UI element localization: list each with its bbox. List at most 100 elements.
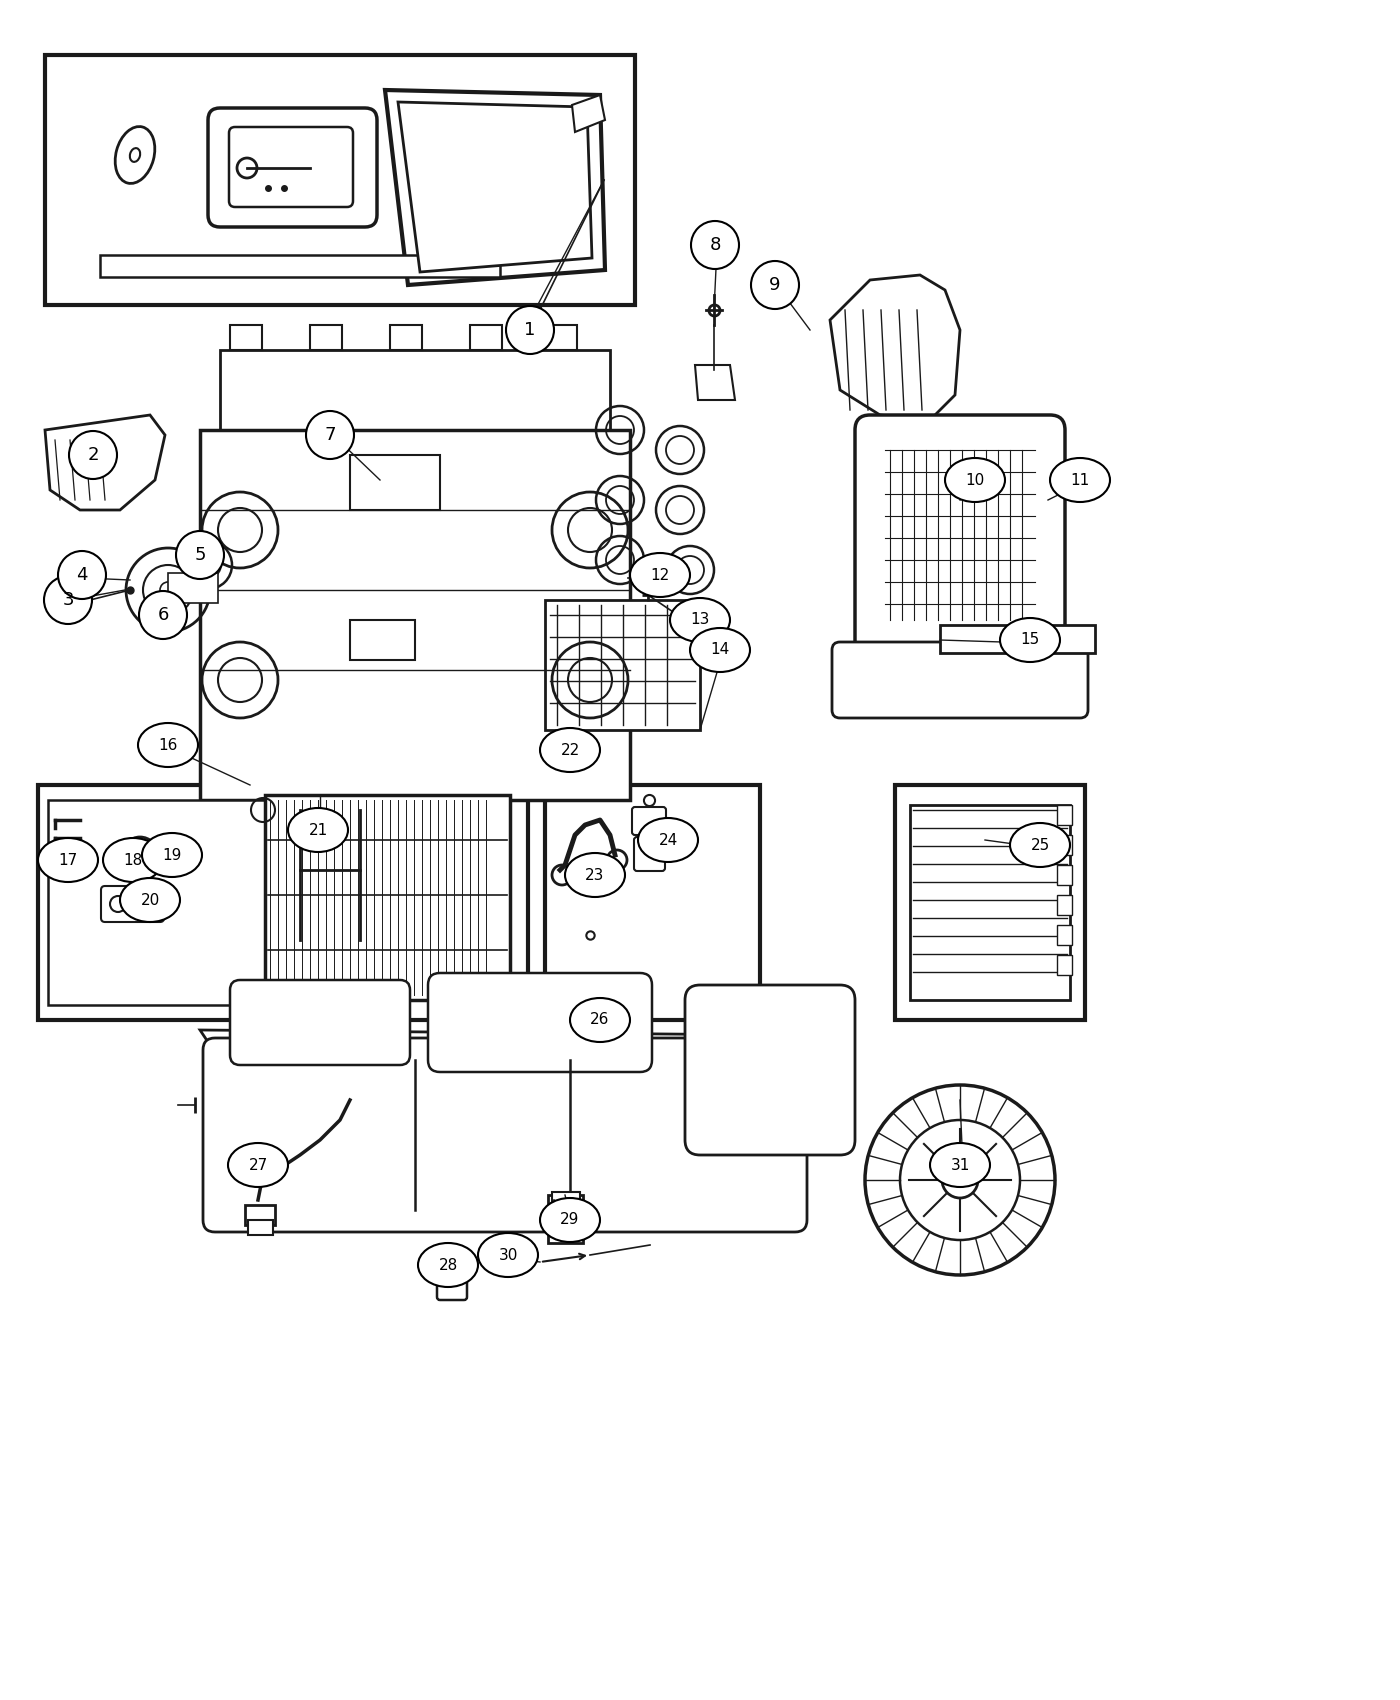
Polygon shape	[45, 415, 165, 510]
Ellipse shape	[288, 808, 349, 852]
Ellipse shape	[630, 552, 690, 597]
Bar	[350, 456, 440, 510]
FancyBboxPatch shape	[428, 972, 652, 1073]
Ellipse shape	[671, 598, 729, 643]
Ellipse shape	[419, 1243, 477, 1287]
Circle shape	[505, 306, 554, 354]
Bar	[99, 255, 500, 277]
Ellipse shape	[566, 853, 624, 898]
Ellipse shape	[228, 1142, 288, 1187]
Text: 4: 4	[76, 566, 88, 585]
Bar	[265, 796, 510, 1000]
Bar	[545, 785, 760, 1020]
Polygon shape	[385, 90, 605, 286]
Ellipse shape	[540, 1198, 601, 1243]
Text: 26: 26	[591, 1013, 609, 1027]
Text: 17: 17	[59, 852, 77, 867]
Bar	[910, 806, 1070, 1000]
Text: 23: 23	[585, 867, 605, 882]
Ellipse shape	[690, 627, 750, 672]
Text: 24: 24	[658, 833, 678, 848]
Ellipse shape	[540, 728, 601, 772]
Bar	[552, 1192, 580, 1204]
FancyBboxPatch shape	[685, 984, 855, 1154]
Bar	[230, 325, 262, 350]
Bar	[168, 573, 218, 604]
Bar	[1057, 835, 1072, 855]
Text: 7: 7	[325, 427, 336, 444]
Bar	[1057, 865, 1072, 886]
Text: 8: 8	[710, 236, 721, 253]
Text: 1: 1	[525, 321, 536, 338]
Bar	[220, 350, 610, 430]
Circle shape	[69, 432, 118, 479]
Circle shape	[43, 576, 92, 624]
Bar	[200, 430, 630, 801]
Ellipse shape	[930, 1142, 990, 1187]
Bar	[547, 1195, 582, 1243]
Ellipse shape	[120, 877, 181, 921]
Bar	[895, 785, 1085, 1020]
Text: 5: 5	[195, 546, 206, 564]
Bar	[391, 325, 421, 350]
Bar	[309, 325, 342, 350]
Polygon shape	[398, 102, 592, 272]
Bar	[1057, 955, 1072, 976]
FancyBboxPatch shape	[631, 808, 666, 835]
Circle shape	[942, 1163, 979, 1198]
Text: 20: 20	[140, 892, 160, 908]
Bar	[545, 600, 700, 729]
Text: 9: 9	[769, 275, 781, 294]
Ellipse shape	[1050, 457, 1110, 501]
Text: 21: 21	[308, 823, 328, 838]
Text: 19: 19	[162, 848, 182, 862]
FancyBboxPatch shape	[832, 643, 1088, 717]
FancyBboxPatch shape	[634, 836, 665, 870]
Ellipse shape	[1000, 619, 1060, 661]
Text: 25: 25	[1030, 838, 1050, 852]
FancyBboxPatch shape	[230, 979, 410, 1064]
Text: 2: 2	[87, 445, 99, 464]
Circle shape	[57, 551, 106, 598]
Bar	[162, 845, 190, 867]
Ellipse shape	[104, 838, 162, 882]
Bar	[1057, 806, 1072, 824]
Bar	[939, 626, 1095, 653]
Bar	[545, 325, 577, 350]
Text: 29: 29	[560, 1212, 580, 1227]
Polygon shape	[694, 366, 735, 400]
Text: 14: 14	[710, 643, 729, 658]
Bar	[470, 325, 503, 350]
Bar	[48, 801, 283, 1005]
Text: 10: 10	[966, 473, 984, 488]
Ellipse shape	[638, 818, 699, 862]
Circle shape	[139, 592, 188, 639]
Ellipse shape	[38, 838, 98, 882]
Text: 11: 11	[1071, 473, 1089, 488]
Text: 15: 15	[1021, 632, 1040, 648]
Ellipse shape	[1009, 823, 1070, 867]
Text: 3: 3	[62, 592, 74, 609]
FancyBboxPatch shape	[230, 128, 353, 207]
FancyBboxPatch shape	[855, 415, 1065, 654]
Bar	[350, 620, 414, 660]
Polygon shape	[830, 275, 960, 420]
FancyBboxPatch shape	[203, 1039, 806, 1232]
Bar	[38, 785, 528, 1020]
Bar	[248, 1221, 273, 1234]
Circle shape	[692, 221, 739, 269]
Circle shape	[307, 411, 354, 459]
Text: 27: 27	[248, 1158, 267, 1173]
Ellipse shape	[141, 833, 202, 877]
Circle shape	[176, 530, 224, 580]
Circle shape	[750, 262, 799, 309]
Text: 12: 12	[651, 568, 669, 583]
Text: 16: 16	[158, 738, 178, 753]
Bar	[1057, 925, 1072, 945]
Polygon shape	[200, 1030, 811, 1115]
FancyBboxPatch shape	[101, 886, 164, 921]
FancyBboxPatch shape	[437, 1251, 468, 1300]
Text: 30: 30	[498, 1248, 518, 1263]
Ellipse shape	[945, 457, 1005, 501]
Bar	[45, 54, 636, 304]
